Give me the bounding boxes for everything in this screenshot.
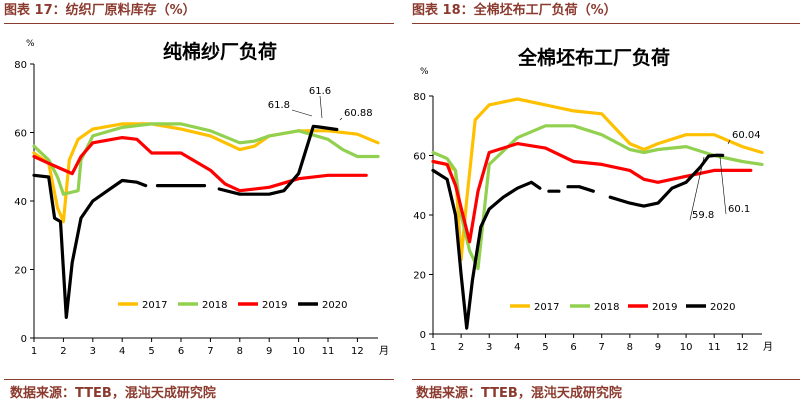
- x-tick-label: 1: [430, 342, 436, 353]
- x-tick-label: 8: [627, 342, 633, 353]
- series-line-2020: [217, 124, 339, 196]
- x-tick-label: 7: [599, 342, 605, 353]
- y-tick-label: 80: [413, 92, 426, 103]
- legend-label-2020: 2020: [710, 302, 735, 313]
- x-tick-label: 3: [486, 342, 492, 353]
- y-tick-label: 40: [413, 211, 426, 222]
- x-axis-unit-label: 月: [379, 345, 389, 357]
- x-tick-label: 10: [680, 342, 693, 353]
- x-tick-label: 12: [736, 342, 749, 353]
- series-line-2020: [32, 173, 148, 319]
- x-tick-label: 6: [570, 342, 576, 353]
- x-tick-label: 11: [708, 342, 721, 353]
- y-tick-label: 20: [14, 266, 27, 277]
- series-line-2020: [431, 168, 542, 330]
- figure-caption-left: 图表 17：纺织厂原料库存（%）: [4, 3, 196, 18]
- x-tick-label: 2: [60, 346, 66, 357]
- y-tick-label: 20: [413, 271, 426, 282]
- y-tick-label: 60: [413, 152, 426, 163]
- x-tick-label: 11: [322, 346, 335, 357]
- source-note-right: 数据来源：TTEB，混沌天成研究院: [416, 386, 622, 401]
- x-tick-label: 3: [90, 346, 96, 357]
- annotation-label: 60.1: [728, 204, 750, 215]
- source-note-left: 数据来源：TTEB，混沌天成研究院: [10, 386, 216, 401]
- x-axis-unit-label: 月: [763, 341, 773, 353]
- annotation-label: 60.04: [732, 130, 761, 141]
- x-tick-label: 6: [178, 346, 184, 357]
- y-tick-label: 80: [14, 60, 27, 71]
- series-line-2019: [32, 136, 368, 193]
- legend-label-2019: 2019: [652, 302, 677, 313]
- annotation-leader-line: [689, 156, 705, 221]
- series-line-2018: [32, 122, 380, 196]
- x-tick-label: 9: [266, 346, 272, 357]
- x-tick-label: 5: [542, 342, 548, 353]
- x-tick-label: 7: [207, 346, 213, 357]
- source-rule-left: [4, 379, 394, 380]
- y-unit-label: %: [420, 67, 429, 77]
- annotation-label: 59.8: [692, 210, 714, 221]
- x-tick-label: 4: [119, 346, 125, 357]
- source-rule-right: [412, 379, 800, 380]
- annotation-label: 61.8: [268, 100, 290, 111]
- series-line-2020: [566, 185, 595, 193]
- figure-caption-right: 图表 18：全棉坯布工厂负荷（%）: [412, 3, 617, 18]
- x-tick-label: 9: [655, 342, 661, 353]
- x-tick-label: 4: [514, 342, 520, 353]
- chart-title: 全棉坯布工厂负荷: [517, 46, 670, 69]
- legend-label-2020: 2020: [322, 300, 347, 311]
- y-unit-label: %: [26, 39, 35, 49]
- x-tick-label: 2: [458, 342, 464, 353]
- y-tick-label: 0: [21, 334, 27, 345]
- x-tick-label: 1: [31, 346, 37, 357]
- annotation-leader-line: [339, 117, 343, 121]
- series-line-2017: [431, 97, 764, 262]
- annotation-leader-line: [727, 139, 731, 145]
- legend-label-2017: 2017: [534, 302, 559, 313]
- annotation-label: 60.88: [344, 108, 373, 119]
- caption-rule-left: [4, 23, 394, 24]
- legend-label-2019: 2019: [262, 300, 287, 311]
- series-line-2020: [608, 153, 725, 208]
- y-tick-label: 40: [14, 197, 27, 208]
- legend-label-2017: 2017: [142, 300, 167, 311]
- annotation-leader-line: [291, 109, 313, 117]
- caption-rule-right: [412, 23, 800, 24]
- x-tick-label: 10: [292, 346, 305, 357]
- y-tick-label: 60: [14, 129, 27, 140]
- annotation-label: 61.6: [309, 86, 331, 97]
- legend-label-2018: 2018: [202, 300, 227, 311]
- legend-label-2018: 2018: [594, 302, 619, 313]
- chart-title: 纯棉纱厂负荷: [163, 40, 277, 63]
- annotation-leader-line: [719, 156, 727, 215]
- y-tick-label: 0: [420, 330, 426, 341]
- x-tick-label: 8: [237, 346, 243, 357]
- series-line-2018: [431, 124, 764, 271]
- annotation-leader-line: [319, 95, 323, 119]
- x-tick-label: 12: [351, 346, 364, 357]
- x-tick-label: 5: [148, 346, 154, 357]
